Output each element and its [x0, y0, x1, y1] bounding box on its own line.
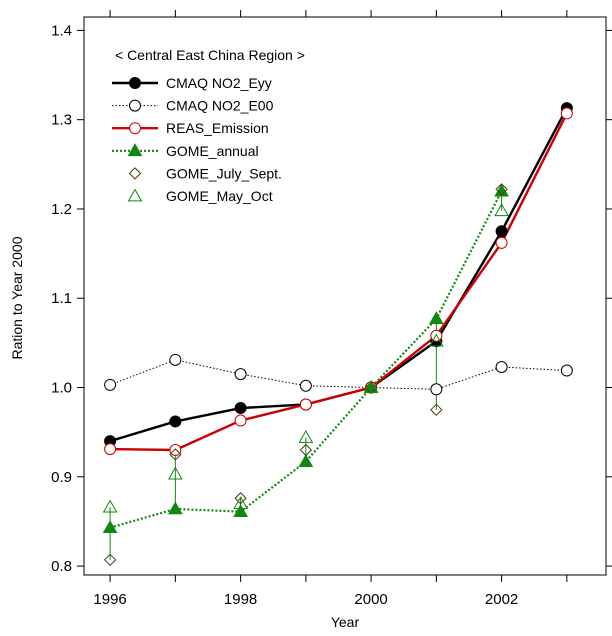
- data-point: [169, 415, 182, 428]
- data-point: [169, 353, 182, 366]
- data-point: [299, 398, 312, 411]
- data-point: [234, 414, 247, 427]
- y-tick-label: 1.0: [51, 380, 72, 397]
- legend-entry: GOME_July_Sept.: [166, 165, 282, 181]
- legend-entry: GOME_annual: [166, 143, 259, 159]
- data-point: [363, 380, 379, 393]
- y-tick-label: 1.4: [51, 22, 72, 39]
- series-line: [109, 359, 567, 390]
- data-point: [298, 454, 314, 467]
- data-point: [103, 553, 117, 567]
- y-tick-label: 1.1: [51, 290, 72, 307]
- y-tick-label: 1.2: [51, 201, 72, 218]
- error-bars: [109, 189, 503, 560]
- y-tick-label: 0.8: [51, 558, 72, 575]
- series-markers: [102, 102, 573, 567]
- data-point: [428, 333, 444, 347]
- data-point: [494, 203, 509, 217]
- legend-entry: REAS_Emission: [166, 120, 269, 136]
- data-point: [298, 430, 314, 443]
- data-point: [299, 379, 312, 392]
- data-point: [430, 403, 443, 417]
- series-line: [110, 112, 568, 452]
- data-point: [364, 381, 378, 394]
- x-axis-title: Year: [331, 614, 360, 630]
- legend-swatch-marker: [128, 167, 142, 180]
- y-axis-title: Ration to Year 2000: [9, 236, 25, 359]
- data-point: [430, 329, 443, 342]
- legend-entry: CMAQ NO2_E00: [166, 98, 274, 114]
- data-point: [430, 383, 443, 396]
- data-point: [169, 448, 182, 461]
- y-tick-label: 0.9: [51, 469, 72, 486]
- legend-entry: CMAQ NO2_Eyy: [166, 75, 272, 91]
- data-point: [560, 364, 573, 377]
- data-point: [234, 368, 247, 381]
- data-point: [233, 496, 248, 509]
- legend-swatch-marker: [127, 143, 143, 157]
- legend: < Central East China Region > CMAQ NO2_E…: [112, 47, 305, 204]
- data-point: [167, 501, 183, 515]
- data-point: [102, 520, 118, 534]
- legend-swatch-marker: [129, 77, 141, 89]
- data-point: [104, 443, 117, 456]
- data-point: [234, 402, 247, 415]
- x-tick-label: 1996: [93, 591, 126, 608]
- x-tick-label: 2002: [485, 591, 518, 608]
- data-point: [104, 378, 117, 391]
- x-tick-label: 2000: [354, 591, 387, 608]
- data-point: [560, 107, 573, 120]
- data-point: [169, 444, 182, 457]
- data-point: [495, 236, 508, 249]
- y-tick-label: 1.3: [51, 112, 72, 129]
- data-point: [299, 443, 313, 457]
- data-point: [495, 183, 508, 196]
- x-tick-label: 1998: [224, 591, 257, 608]
- data-point: [495, 360, 508, 373]
- data-point: [233, 504, 248, 517]
- x-ticks: 1996 1998 2000 2002: [93, 10, 568, 608]
- data-point: [494, 183, 509, 197]
- legend-swatch-marker: [129, 122, 141, 135]
- data-point: [428, 311, 444, 325]
- data-point: [495, 225, 508, 238]
- plot-frame: [83, 16, 607, 576]
- legend-swatch-marker: [127, 188, 143, 202]
- data-point: [234, 492, 247, 505]
- data-point: [167, 466, 183, 480]
- data-point: [102, 499, 118, 513]
- legend-swatch-marker: [129, 99, 141, 112]
- legend-entry: GOME_May_Oct: [166, 188, 273, 204]
- series-line: [109, 190, 503, 529]
- legend-title: < Central East China Region >: [115, 47, 305, 63]
- y-ticks: 0.8 0.9 1.0 1.1 1.2 1.3 1.4: [51, 22, 612, 575]
